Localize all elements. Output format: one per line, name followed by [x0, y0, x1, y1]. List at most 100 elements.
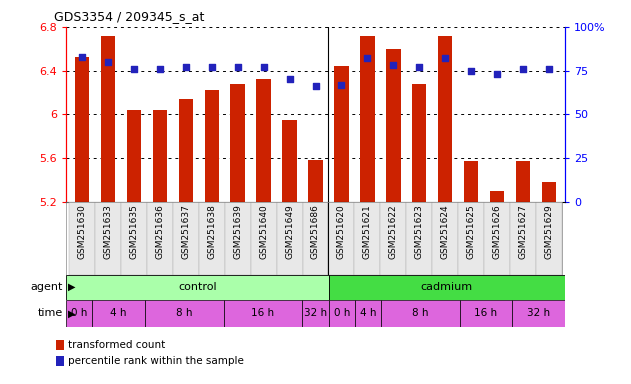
Text: GSM251649: GSM251649 [285, 205, 294, 259]
Point [362, 55, 372, 61]
Bar [302, 202, 329, 275]
Text: 8 h: 8 h [176, 308, 192, 318]
Bar [386, 49, 401, 202]
Point [129, 66, 139, 72]
Text: 8 h: 8 h [412, 308, 428, 318]
Text: 32 h: 32 h [527, 308, 550, 318]
Bar [380, 202, 406, 275]
Bar [256, 79, 271, 202]
Text: 4 h: 4 h [110, 308, 127, 318]
Bar [464, 161, 478, 202]
Bar [204, 90, 219, 202]
Text: GSM251686: GSM251686 [311, 205, 320, 260]
Point [518, 66, 528, 72]
Text: GSM251630: GSM251630 [78, 205, 86, 260]
Bar [179, 99, 193, 202]
Bar [127, 110, 141, 202]
Point [103, 59, 113, 65]
Bar [276, 202, 302, 275]
Bar [432, 202, 458, 275]
Bar [95, 202, 121, 275]
Point [155, 66, 165, 72]
Text: ▶: ▶ [68, 282, 76, 292]
Point [206, 64, 216, 70]
Text: GSM251625: GSM251625 [467, 205, 476, 259]
Bar [66, 275, 329, 300]
Bar [355, 300, 381, 327]
Bar [145, 300, 223, 327]
Bar [329, 202, 355, 275]
Text: GSM251640: GSM251640 [259, 205, 268, 259]
Text: GSM251626: GSM251626 [493, 205, 502, 259]
Point [440, 55, 451, 61]
Text: GSM251637: GSM251637 [181, 205, 190, 260]
Bar [490, 191, 504, 202]
Text: transformed count: transformed count [68, 340, 165, 350]
Bar [542, 182, 557, 202]
Bar [438, 36, 452, 202]
Bar [173, 202, 199, 275]
Bar [230, 84, 245, 202]
Point [233, 64, 243, 70]
Text: GSM251636: GSM251636 [155, 205, 164, 260]
Point [388, 62, 398, 68]
Bar [460, 300, 512, 327]
Point [544, 66, 554, 72]
Text: GSM251624: GSM251624 [441, 205, 450, 259]
Bar [56, 356, 64, 366]
Text: GSM251620: GSM251620 [337, 205, 346, 259]
Text: 16 h: 16 h [252, 308, 274, 318]
Point [310, 83, 321, 89]
Bar [355, 202, 380, 275]
Text: GSM251635: GSM251635 [129, 205, 138, 260]
Bar [406, 202, 432, 275]
Bar [516, 161, 530, 202]
Text: 16 h: 16 h [475, 308, 498, 318]
Text: time: time [38, 308, 63, 318]
Point [492, 71, 502, 77]
Point [77, 53, 87, 60]
Bar [251, 202, 276, 275]
Text: GSM251639: GSM251639 [233, 205, 242, 260]
Bar [147, 202, 173, 275]
Bar [412, 84, 427, 202]
Bar [56, 340, 64, 351]
Bar [510, 202, 536, 275]
Text: 0 h: 0 h [71, 308, 88, 318]
Bar [153, 110, 167, 202]
Bar [302, 300, 329, 327]
Bar [381, 300, 460, 327]
Bar [199, 202, 225, 275]
Text: GSM251629: GSM251629 [545, 205, 553, 259]
Bar [283, 120, 297, 202]
Point [180, 64, 191, 70]
Bar [360, 36, 375, 202]
Bar [334, 66, 348, 202]
Bar [69, 202, 95, 275]
Bar [309, 160, 322, 202]
Point [466, 68, 476, 74]
Text: GSM251638: GSM251638 [207, 205, 216, 260]
Text: GDS3354 / 209345_s_at: GDS3354 / 209345_s_at [54, 10, 204, 23]
Text: ▶: ▶ [68, 308, 76, 318]
Bar [512, 300, 565, 327]
Bar [484, 202, 510, 275]
Point [336, 81, 346, 88]
Bar [93, 300, 145, 327]
Text: GSM251633: GSM251633 [103, 205, 112, 260]
Bar [225, 202, 251, 275]
Bar [101, 36, 115, 202]
Text: GSM251622: GSM251622 [389, 205, 398, 259]
Text: cadmium: cadmium [421, 282, 473, 292]
Text: GSM251623: GSM251623 [415, 205, 424, 259]
Bar [223, 300, 302, 327]
Text: GSM251621: GSM251621 [363, 205, 372, 259]
Text: GSM251627: GSM251627 [519, 205, 528, 259]
Bar [329, 300, 355, 327]
Point [259, 64, 269, 70]
Text: 4 h: 4 h [360, 308, 376, 318]
Bar [458, 202, 484, 275]
Point [415, 64, 425, 70]
Text: percentile rank within the sample: percentile rank within the sample [68, 356, 244, 366]
Bar [121, 202, 147, 275]
